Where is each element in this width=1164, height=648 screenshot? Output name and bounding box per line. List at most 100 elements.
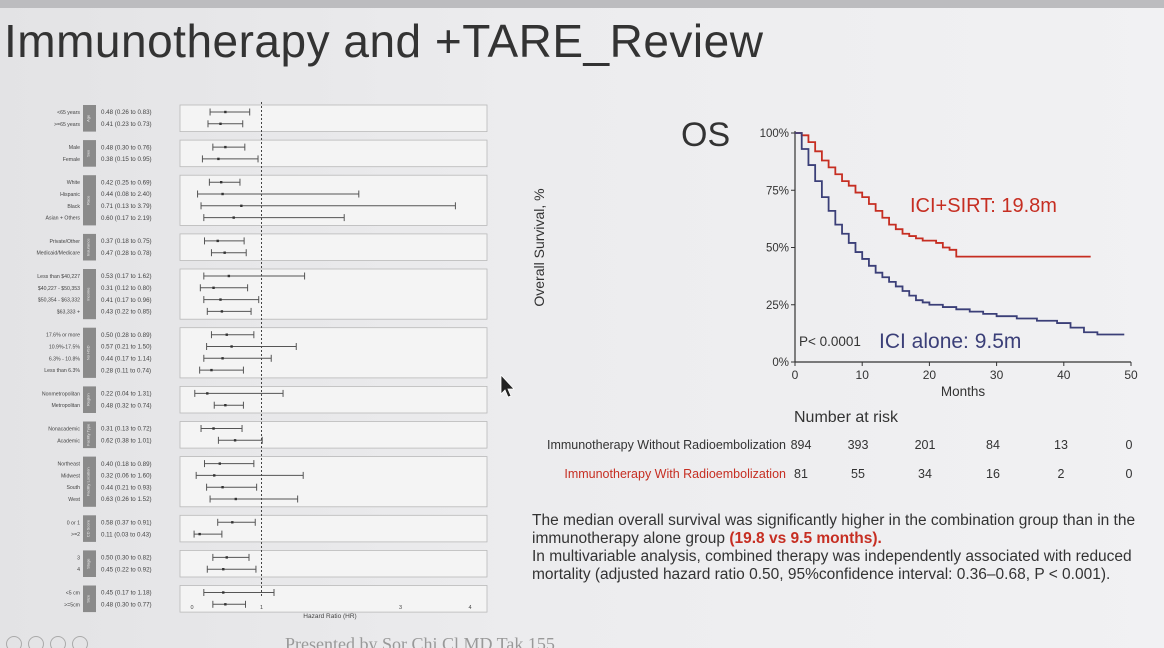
forest-group-box <box>179 514 488 543</box>
forest-row-label: <5 cm <box>66 591 80 597</box>
forest-point <box>217 157 220 161</box>
forest-group-tag-bg <box>83 140 96 167</box>
forest-point <box>219 298 222 301</box>
forest-point <box>221 486 224 489</box>
forest-point <box>233 439 237 442</box>
risk-table-cell: 81 <box>794 467 808 481</box>
forest-point <box>227 274 231 278</box>
forest-x-tick: 3 <box>399 605 402 611</box>
forest-row-label: 10.9%-17.5% <box>49 345 81 351</box>
forest-row-label: Private/Other <box>49 239 80 245</box>
forest-row-label: Black <box>67 204 80 210</box>
risk-table-row-label: Immunotherapy Without Radioembolization <box>547 438 786 452</box>
forest-group-tag: Facility Type <box>86 423 91 446</box>
km-pvalue: P< 0.0001 <box>799 334 861 349</box>
forest-row-label: Northeast <box>58 462 81 468</box>
forest-point <box>231 521 234 524</box>
forest-row-label: White <box>67 180 80 186</box>
forest-row-value: 0.44 (0.17 to 1.14) <box>101 356 152 363</box>
forest-group-box <box>179 456 488 508</box>
forest-row-value: 0.41 (0.23 to 0.73) <box>101 121 152 128</box>
km-curve-ici_alone <box>795 132 1125 336</box>
top-bar <box>0 0 1164 8</box>
forest-row-value: 0.53 (0.17 to 1.62) <box>101 273 152 280</box>
forest-row-label: West <box>68 497 80 503</box>
forest-point <box>234 497 237 501</box>
forest-point <box>240 204 243 207</box>
forest-x-axis-label: Hazard Ratio (HR) <box>303 613 356 620</box>
forest-point <box>216 239 219 243</box>
footer-text: Presented by Sor Chi Cl MD Tak 155 <box>285 634 555 648</box>
forest-row-label: Nonacademic <box>48 427 80 433</box>
forest-group-tag-bg <box>83 421 96 449</box>
forest-row-value: 0.58 (0.37 to 0.91) <box>101 520 152 527</box>
forest-row-value: 0.62 (0.38 to 1.01) <box>101 438 152 445</box>
forest-x-tick: 0 <box>190 605 193 611</box>
forest-point <box>219 122 222 125</box>
forest-row-value: 0.38 (0.15 to 0.95) <box>101 156 152 163</box>
forest-row-value: 0.63 (0.26 to 1.52) <box>101 496 152 503</box>
km-y-axis-label: Overall Survival, % <box>531 188 547 306</box>
risk-table-cell: 55 <box>851 467 865 481</box>
forest-group-box <box>179 385 488 414</box>
km-y-tick-label: 100% <box>760 128 789 140</box>
km-annotation-ici-sirt: ICI+SIRT: 19.8m <box>910 195 1057 217</box>
forest-group-box <box>179 139 488 168</box>
forest-row-value: 0.50 (0.28 to 0.89) <box>101 332 152 339</box>
forest-group-tag: Income <box>86 287 91 301</box>
forest-row-label: >=2 <box>71 532 80 538</box>
forest-group-tag-bg <box>83 175 96 226</box>
forest-point <box>221 357 224 360</box>
forest-row-value: 0.22 (0.04 to 1.31) <box>101 391 152 398</box>
forest-row-label: 4 <box>77 567 80 573</box>
forest-point <box>218 462 221 465</box>
forest-row-value: 0.31 (0.13 to 0.72) <box>101 426 152 433</box>
risk-table-row-label: Immunotherapy With Radioembolization <box>564 467 786 481</box>
forest-group-tag: No HSD <box>86 345 91 360</box>
forest-group-tag: Region <box>86 393 91 406</box>
risk-table-cell: 393 <box>848 438 869 452</box>
forest-point <box>230 345 233 348</box>
forest-point <box>212 286 215 289</box>
forest-group-box <box>179 421 488 449</box>
risk-table-cell: 16 <box>986 467 1000 481</box>
slide-title: Immunotherapy and +TARE_Review <box>4 15 764 67</box>
risk-table-cell: 13 <box>1054 438 1068 452</box>
forest-row-label: Less than $40,227 <box>37 274 80 280</box>
forest-point <box>225 556 228 559</box>
forest-row-label: 0 or 1 <box>67 520 80 526</box>
forest-point <box>224 404 227 407</box>
summary-line-1: The median overall survival was signific… <box>532 512 1136 547</box>
forest-group-box <box>179 327 488 379</box>
forest-point <box>223 251 226 254</box>
forest-group-box <box>179 104 488 133</box>
forest-row-label: Medicaid/Medicare <box>36 251 80 257</box>
forest-row-value: 0.48 (0.30 to 0.77) <box>101 602 152 609</box>
forest-row-label: Nonmetropolitan <box>42 391 80 397</box>
forest-group-tag: Age <box>86 114 91 122</box>
forest-group-box <box>179 174 488 226</box>
forest-point <box>213 474 216 477</box>
slide-nav-dots <box>0 636 88 648</box>
forest-row-label: South <box>66 485 80 491</box>
forest-group-tag: CD Score <box>86 519 91 537</box>
forest-x-tick: 1 <box>260 605 263 611</box>
forest-group-tag-bg <box>83 386 96 413</box>
forest-point <box>198 532 201 536</box>
forest-row-label: <65 years <box>57 110 80 116</box>
km-annotation-ici-alone: ICI alone: 9.5m <box>879 330 1021 353</box>
forest-point <box>221 192 224 196</box>
forest-group-tag: Sex <box>86 150 91 157</box>
risk-table-cell: 84 <box>986 438 1000 452</box>
forest-point <box>225 333 228 336</box>
forest-row-value: 0.48 (0.30 to 0.76) <box>101 144 152 151</box>
km-x-tick-label: 0 <box>792 368 799 382</box>
forest-row-label: Male <box>69 145 80 151</box>
forest-row-value: 0.42 (0.25 to 0.69) <box>101 179 152 186</box>
km-x-tick-label: 50 <box>1124 368 1138 382</box>
km-curve-ici_sirt <box>795 132 1091 258</box>
forest-row-value: 0.44 (0.21 to 0.93) <box>101 484 152 491</box>
